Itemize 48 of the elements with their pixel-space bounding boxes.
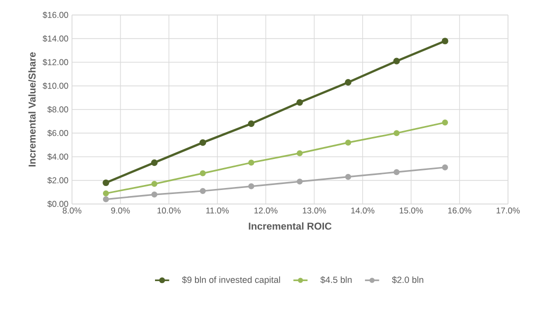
point bbox=[442, 164, 448, 170]
point bbox=[151, 192, 158, 198]
y-tick-label: $14.00 bbox=[42, 35, 68, 42]
point bbox=[345, 174, 352, 180]
point bbox=[345, 140, 352, 146]
y-tick-label: $2.00 bbox=[47, 176, 68, 184]
point bbox=[296, 178, 303, 185]
legend-label: $9 bln of invested capital bbox=[182, 276, 280, 285]
y-tick-label: $16.00 bbox=[42, 12, 68, 18]
point bbox=[248, 183, 254, 190]
x-tick-label: 16.0% bbox=[448, 208, 472, 214]
x-tick-label: 11.0% bbox=[206, 208, 229, 214]
y-tick-label: $12.00 bbox=[42, 58, 68, 66]
point bbox=[151, 159, 158, 166]
point bbox=[442, 38, 448, 44]
x-tick-label: 14.0% bbox=[351, 208, 374, 214]
point bbox=[296, 99, 303, 106]
point bbox=[394, 169, 400, 176]
point bbox=[442, 120, 448, 126]
point bbox=[151, 180, 158, 187]
legend-label: $4.5 bln bbox=[320, 276, 352, 284]
legend-label: $2.0 bln bbox=[392, 276, 424, 284]
point bbox=[102, 196, 109, 202]
x-tick-label: 9.0% bbox=[111, 208, 130, 214]
y-tick-label: $6.00 bbox=[47, 130, 68, 137]
point bbox=[344, 79, 352, 86]
x-tick-label: 8.0% bbox=[62, 208, 82, 214]
point bbox=[296, 150, 303, 156]
x-tick-label: 13.0% bbox=[302, 208, 326, 214]
point bbox=[102, 190, 109, 196]
point bbox=[102, 179, 110, 186]
point bbox=[200, 188, 206, 194]
point bbox=[394, 130, 400, 136]
x-axis-title: Incremental ROIC bbox=[248, 222, 332, 230]
y-tick-label: $10.00 bbox=[42, 82, 68, 90]
x-tick-label: 12.0% bbox=[254, 208, 278, 214]
x-tick-label: 10.0% bbox=[158, 208, 181, 214]
y-tick-label: $0.00 bbox=[47, 200, 68, 208]
point bbox=[393, 58, 400, 64]
x-tick-label: 17.0% bbox=[496, 208, 520, 214]
x-tick-label: 15.0% bbox=[400, 208, 423, 214]
point bbox=[200, 139, 206, 146]
y-axis-title: Incremental Value/Share bbox=[28, 52, 36, 166]
y-tick-label: $4.00 bbox=[47, 153, 68, 160]
point bbox=[248, 160, 254, 166]
point bbox=[200, 170, 206, 176]
point bbox=[248, 120, 255, 127]
y-tick-label: $8.00 bbox=[47, 106, 68, 113]
